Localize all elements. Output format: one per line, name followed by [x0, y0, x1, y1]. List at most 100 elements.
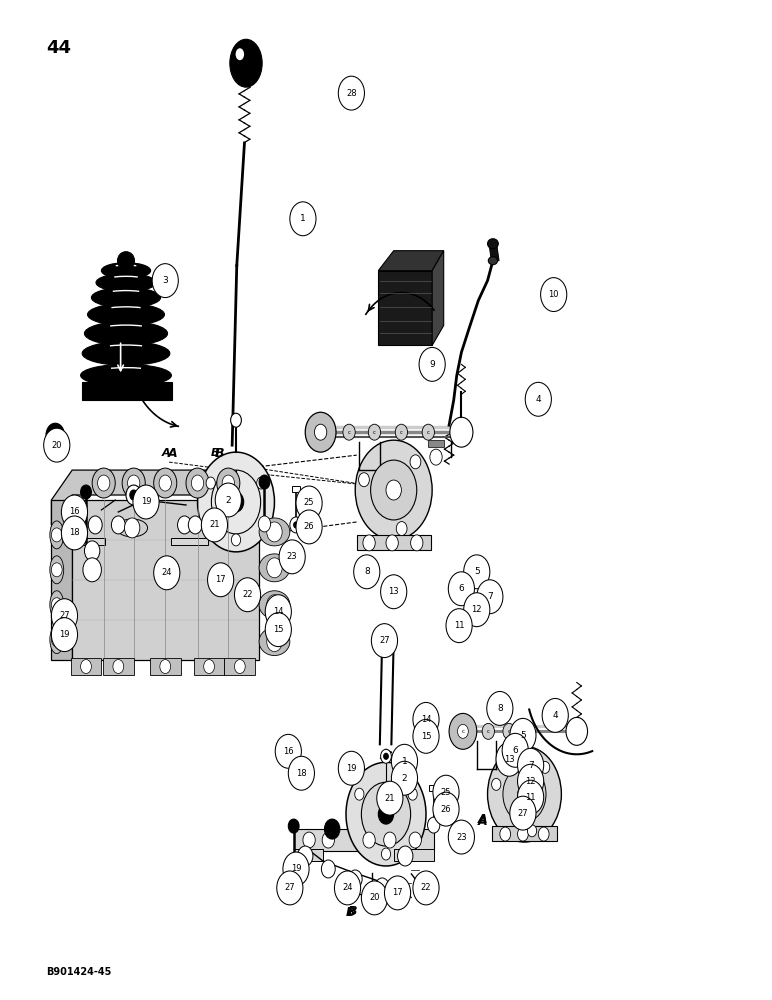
Ellipse shape — [259, 628, 290, 656]
Text: 19: 19 — [346, 764, 357, 773]
Circle shape — [506, 748, 519, 764]
Circle shape — [343, 424, 355, 440]
Ellipse shape — [259, 554, 290, 582]
Text: 18: 18 — [69, 528, 80, 537]
Circle shape — [62, 495, 87, 529]
Circle shape — [124, 518, 140, 538]
Polygon shape — [428, 440, 444, 447]
Circle shape — [159, 475, 171, 491]
Text: 19: 19 — [141, 497, 151, 506]
Polygon shape — [489, 245, 499, 261]
Circle shape — [198, 452, 275, 552]
Circle shape — [178, 516, 191, 534]
Circle shape — [371, 624, 398, 658]
Text: A: A — [161, 448, 171, 458]
Circle shape — [354, 555, 380, 589]
Circle shape — [305, 412, 336, 452]
Text: 22: 22 — [242, 590, 252, 599]
Circle shape — [235, 578, 261, 612]
Circle shape — [231, 413, 242, 427]
Circle shape — [391, 761, 418, 795]
Text: 24: 24 — [342, 883, 353, 892]
Text: 17: 17 — [215, 575, 226, 584]
Text: c: c — [347, 430, 350, 435]
Circle shape — [517, 827, 528, 841]
Text: c: c — [507, 729, 510, 734]
Text: 27: 27 — [517, 809, 528, 818]
Ellipse shape — [117, 519, 147, 537]
Text: 17: 17 — [392, 888, 403, 897]
Circle shape — [413, 702, 439, 736]
Circle shape — [201, 508, 228, 542]
Text: 27: 27 — [285, 883, 295, 892]
Polygon shape — [103, 658, 134, 675]
Circle shape — [450, 417, 473, 447]
Text: 25: 25 — [304, 498, 314, 507]
Circle shape — [517, 780, 543, 814]
Polygon shape — [150, 658, 181, 675]
Circle shape — [517, 748, 543, 782]
Circle shape — [113, 660, 124, 674]
Circle shape — [517, 764, 543, 798]
Circle shape — [502, 733, 528, 767]
Circle shape — [391, 744, 418, 778]
Circle shape — [395, 424, 408, 440]
Text: 8: 8 — [497, 704, 503, 713]
Circle shape — [464, 593, 490, 627]
Text: 8: 8 — [364, 567, 370, 576]
Circle shape — [324, 819, 340, 839]
Circle shape — [566, 717, 587, 745]
Circle shape — [348, 870, 362, 888]
Circle shape — [290, 517, 302, 533]
Polygon shape — [78, 538, 105, 545]
Circle shape — [409, 832, 422, 848]
Circle shape — [52, 633, 63, 647]
Circle shape — [492, 778, 501, 790]
Circle shape — [314, 424, 327, 440]
Circle shape — [97, 475, 110, 491]
Circle shape — [235, 660, 245, 674]
Text: c: c — [427, 430, 430, 435]
Circle shape — [542, 698, 568, 732]
Circle shape — [540, 278, 567, 312]
Circle shape — [355, 440, 432, 540]
Text: 21: 21 — [384, 794, 395, 803]
Circle shape — [422, 424, 435, 440]
Circle shape — [232, 534, 241, 546]
Text: B901424-45: B901424-45 — [46, 967, 111, 977]
Ellipse shape — [84, 321, 168, 345]
Circle shape — [186, 468, 209, 498]
Circle shape — [204, 660, 215, 674]
Polygon shape — [194, 658, 225, 675]
Circle shape — [488, 746, 561, 842]
Text: 4: 4 — [536, 395, 541, 404]
Text: 2: 2 — [401, 774, 408, 783]
Ellipse shape — [82, 341, 170, 365]
Circle shape — [487, 691, 513, 725]
Circle shape — [222, 475, 235, 491]
Text: 22: 22 — [421, 883, 432, 892]
Circle shape — [413, 719, 439, 753]
Text: 13: 13 — [504, 755, 514, 764]
Circle shape — [510, 718, 536, 752]
Text: 7: 7 — [528, 761, 533, 770]
Ellipse shape — [50, 521, 64, 549]
Circle shape — [257, 477, 266, 489]
Circle shape — [430, 449, 442, 465]
Circle shape — [111, 516, 125, 534]
Circle shape — [154, 468, 177, 498]
Circle shape — [396, 522, 407, 536]
Circle shape — [386, 480, 401, 500]
Text: c: c — [462, 729, 465, 734]
Polygon shape — [52, 470, 259, 525]
Circle shape — [283, 852, 309, 886]
Circle shape — [297, 846, 313, 866]
Text: 16: 16 — [69, 507, 80, 516]
Circle shape — [215, 483, 242, 517]
Circle shape — [321, 860, 335, 878]
Polygon shape — [432, 251, 444, 345]
Ellipse shape — [87, 304, 164, 325]
Circle shape — [133, 485, 159, 519]
Text: B: B — [215, 447, 225, 460]
Circle shape — [152, 264, 178, 298]
